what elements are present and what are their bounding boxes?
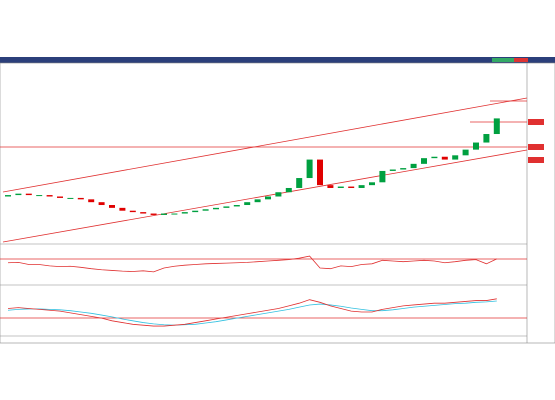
candle bbox=[493, 118, 500, 135]
candle bbox=[25, 193, 32, 196]
candle bbox=[244, 202, 251, 206]
candle bbox=[275, 192, 282, 197]
candle bbox=[462, 149, 469, 156]
marks bbox=[5, 118, 500, 327]
channel-line bbox=[2, 97, 528, 193]
candle bbox=[358, 185, 365, 188]
candle bbox=[337, 186, 344, 188]
toolbar-buttons[interactable] bbox=[492, 58, 514, 62]
candle bbox=[119, 207, 126, 211]
candle bbox=[46, 195, 53, 197]
candle bbox=[431, 156, 438, 159]
candle bbox=[421, 158, 427, 164]
candle bbox=[5, 195, 11, 197]
candle bbox=[296, 178, 303, 188]
candle bbox=[317, 159, 323, 186]
candle bbox=[109, 205, 115, 208]
candle bbox=[67, 197, 74, 199]
signal-line bbox=[7, 300, 497, 326]
channel-line bbox=[2, 149, 528, 243]
candle bbox=[223, 206, 230, 208]
candle bbox=[213, 207, 219, 210]
candle bbox=[15, 193, 22, 196]
candle bbox=[400, 168, 407, 170]
candle bbox=[441, 156, 448, 160]
candle bbox=[473, 142, 479, 150]
candle bbox=[202, 209, 209, 211]
candle bbox=[379, 170, 386, 183]
candle bbox=[181, 212, 188, 214]
candle bbox=[452, 155, 459, 160]
candle bbox=[98, 202, 105, 206]
title-bar bbox=[0, 57, 555, 63]
candle bbox=[233, 205, 240, 207]
candle bbox=[140, 212, 147, 214]
candle bbox=[369, 182, 375, 186]
candle bbox=[129, 210, 136, 213]
candle bbox=[36, 195, 43, 197]
candle bbox=[171, 213, 178, 215]
candle bbox=[348, 186, 355, 188]
candle bbox=[389, 169, 396, 171]
rsi-line bbox=[7, 255, 497, 273]
candle bbox=[57, 196, 63, 198]
candle bbox=[285, 187, 292, 193]
candle bbox=[327, 185, 334, 188]
candle bbox=[410, 163, 417, 169]
candle bbox=[306, 159, 313, 179]
candle bbox=[161, 213, 167, 215]
macd-line bbox=[7, 298, 497, 327]
candle bbox=[254, 199, 261, 203]
price-tag bbox=[528, 119, 544, 125]
price-tag bbox=[528, 157, 544, 163]
candle bbox=[265, 196, 271, 200]
candle bbox=[483, 134, 490, 143]
price-tag bbox=[528, 144, 544, 150]
candle bbox=[88, 199, 95, 203]
candle bbox=[77, 197, 84, 200]
candle bbox=[150, 213, 157, 215]
candle bbox=[192, 210, 199, 213]
toolbar-buttons[interactable] bbox=[514, 58, 528, 62]
